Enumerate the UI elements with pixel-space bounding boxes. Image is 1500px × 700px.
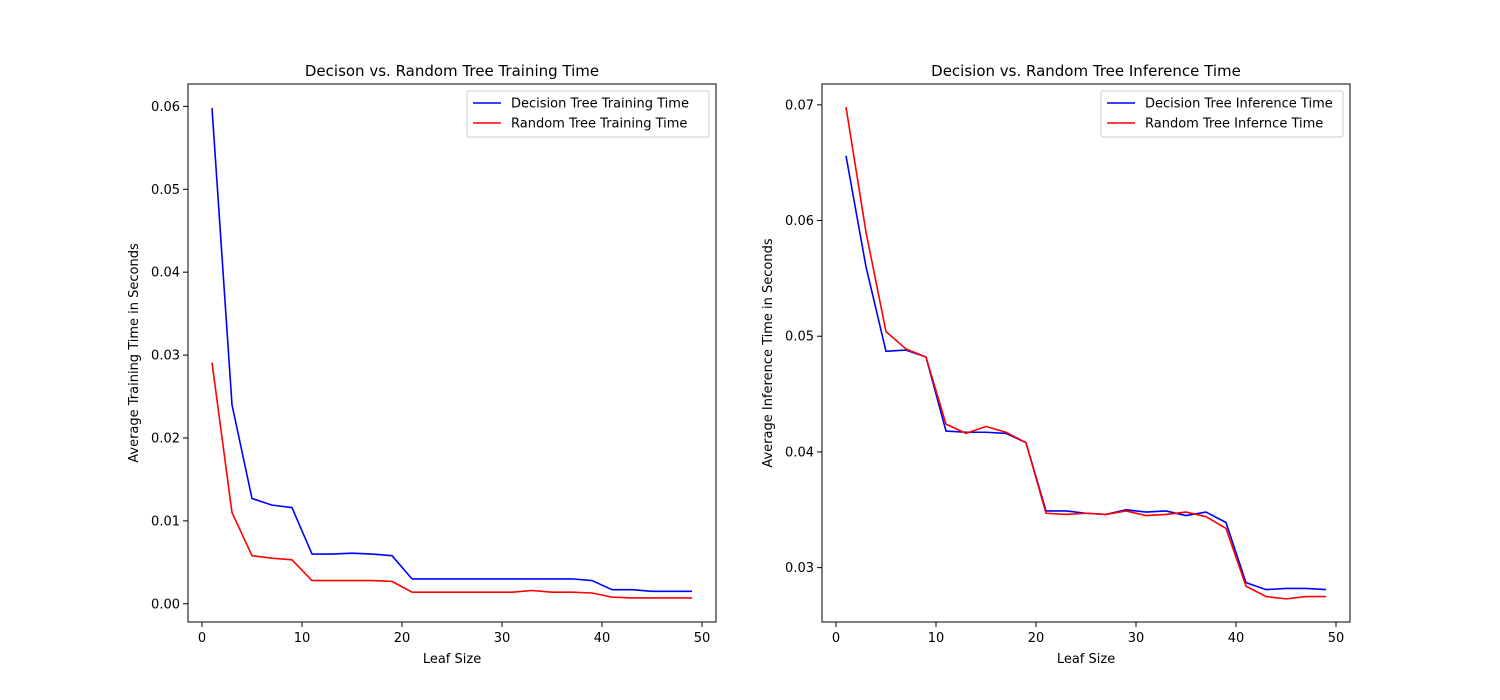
training-legend-box bbox=[466, 90, 710, 138]
training-chart-title: Decison vs. Random Tree Training Time bbox=[305, 62, 599, 80]
training-x-tick-label: 20 bbox=[394, 631, 411, 646]
training-axes-frame bbox=[187, 83, 717, 623]
inference-x-tick-label: 50 bbox=[1328, 631, 1345, 646]
inference-x-tick-label: 30 bbox=[1128, 631, 1145, 646]
training-x-tick-label: 10 bbox=[294, 631, 311, 646]
training-legend-label-decision-tree: Decision Tree Training Time bbox=[511, 97, 689, 112]
inference-series-line-random-tree bbox=[845, 107, 1326, 600]
inference-x-tick-label: 0 bbox=[832, 631, 840, 646]
training-y-tick-label: 0.05 bbox=[151, 183, 180, 198]
training-y-tick-label: 0.02 bbox=[151, 431, 180, 446]
training-x-tick-label: 40 bbox=[594, 631, 611, 646]
inference-x-tick-label: 40 bbox=[1228, 631, 1245, 646]
inference-y-tick-label: 0.06 bbox=[785, 214, 814, 229]
inference-x-tick-label: 20 bbox=[1028, 631, 1045, 646]
training-y-tick-label: 0.00 bbox=[151, 597, 180, 612]
inference-time-chart: 0 10 20 30 40 50 0.03 0.04 0.05 0.06 0.07 Decision … bbox=[761, 62, 1351, 667]
inference-legend-box bbox=[1100, 90, 1344, 138]
training-x-tick-label: 0 bbox=[198, 631, 206, 646]
training-x-tick-label: 50 bbox=[694, 631, 711, 646]
inference-y-tick-label: 0.05 bbox=[785, 330, 814, 345]
training-y-tick-label: 0.06 bbox=[151, 100, 180, 115]
inference-x-axis-label: Leaf Size bbox=[1057, 652, 1115, 667]
inference-legend-label-random-tree: Random Tree Infernce Time bbox=[1145, 117, 1323, 132]
inference-axes-frame bbox=[821, 83, 1351, 623]
training-y-tick-label: 0.04 bbox=[151, 266, 180, 281]
inference-y-tick-label: 0.04 bbox=[785, 445, 814, 460]
training-y-tick-label: 0.01 bbox=[151, 514, 180, 529]
inference-y-tick-label: 0.07 bbox=[785, 98, 814, 113]
inference-chart-title: Decision vs. Random Tree Inference Time bbox=[931, 62, 1241, 80]
training-legend-label-random-tree: Random Tree Training Time bbox=[511, 117, 687, 132]
inference-y-axis-label: Average Inference Time in Seconds bbox=[761, 238, 776, 468]
inference-x-tick-label: 10 bbox=[928, 631, 945, 646]
training-x-axis-label: Leaf Size bbox=[423, 652, 481, 667]
training-series-line-random-tree bbox=[211, 362, 692, 599]
training-y-tick-label: 0.03 bbox=[151, 349, 180, 364]
training-x-tick-label: 30 bbox=[494, 631, 511, 646]
inference-y-tick-label: 0.03 bbox=[785, 561, 814, 576]
inference-legend: Decision Tree Inference Time Random Tree … bbox=[1100, 90, 1344, 138]
inference-legend-label-decision-tree: Decision Tree Inference Time bbox=[1145, 97, 1333, 112]
training-series-line-decision-tree bbox=[211, 107, 692, 593]
training-y-axis-label: Average Training Time in Seconds bbox=[127, 243, 142, 463]
training-legend: Decision Tree Training Time Random Tree T… bbox=[466, 90, 710, 138]
training-time-chart: 0 10 20 30 40 50 0.00 0.01 0.02 0.03 0.04 0.05 0.06 D… bbox=[127, 62, 717, 667]
